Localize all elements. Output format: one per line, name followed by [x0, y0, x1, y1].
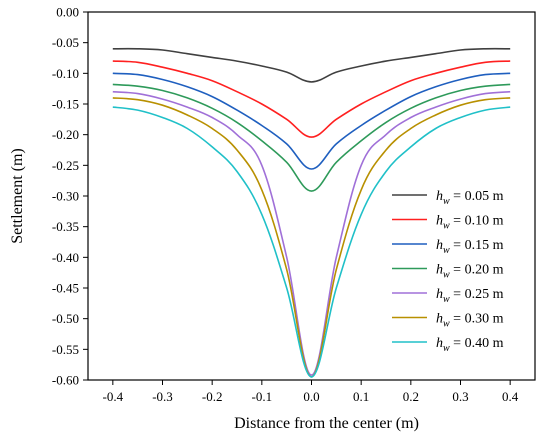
x-tick-label: 0.1	[353, 389, 369, 404]
legend-label: hw = 0.05 m	[436, 189, 504, 207]
legend-label: hw = 0.15 m	[436, 238, 504, 256]
legend-item-6: hw = 0.30 m	[392, 312, 504, 330]
y-tick-label: -0.55	[52, 342, 79, 357]
y-tick-label: -0.25	[52, 158, 79, 173]
y-tick-label: -0.45	[52, 281, 79, 296]
legend-item-5: hw = 0.25 m	[392, 287, 504, 305]
legend-item-7: hw = 0.40 m	[392, 336, 504, 354]
y-axis-title: Settlement (m)	[9, 148, 26, 244]
legend: hw = 0.05 m hw = 0.10 m hw = 0.15 m hw = 0.…	[392, 189, 504, 354]
y-tick-label: -0.05	[52, 35, 79, 50]
legend-label: hw = 0.40 m	[436, 336, 504, 354]
series-line-4	[112, 83, 511, 192]
y-tick-label: 0.00	[56, 5, 79, 20]
y-tick-label: -0.50	[52, 311, 79, 326]
x-tick-label: 0.2	[403, 389, 419, 404]
x-tick-label: 0.0	[303, 389, 319, 404]
x-tick-label: 0.3	[452, 389, 468, 404]
plot-lines	[112, 47, 511, 378]
legend-item-2: hw = 0.10 m	[392, 214, 504, 232]
y-tick-label: -0.35	[52, 219, 79, 234]
legend-label: hw = 0.10 m	[436, 214, 504, 232]
series-line-7	[112, 106, 511, 378]
legend-item-3: hw = 0.15 m	[392, 238, 504, 256]
x-tick-label: -0.2	[202, 389, 223, 404]
y-tick-label: -0.30	[52, 189, 79, 204]
series-line-2	[112, 60, 511, 138]
x-axis-title: Distance from the center (m)	[234, 415, 419, 432]
x-tick-label: -0.3	[152, 389, 173, 404]
legend-item-4: hw = 0.20 m	[392, 263, 504, 281]
legend-label: hw = 0.30 m	[436, 312, 504, 330]
y-tick-label: -0.60	[52, 373, 79, 388]
series-line-1	[112, 47, 511, 83]
x-tick-label: -0.4	[103, 389, 124, 404]
series-line-5	[112, 90, 511, 376]
legend-label: hw = 0.20 m	[436, 263, 504, 281]
legend-item-1: hw = 0.05 m	[392, 189, 504, 207]
x-axis-ticks: -0.4 -0.3 -0.2 -0.1 0.0 0.1 0.2 0.3 0.4	[103, 380, 519, 404]
y-tick-label: -0.15	[52, 97, 79, 112]
y-tick-label: -0.20	[52, 127, 79, 142]
series-line-3	[112, 72, 511, 170]
y-tick-label: -0.10	[52, 66, 79, 81]
y-axis-ticks: 0.00 -0.05 -0.10 -0.15 -0.20 -0.25 -0.30 -0.35 -…	[52, 5, 88, 388]
y-tick-label: -0.40	[52, 250, 79, 265]
legend-label: hw = 0.25 m	[436, 287, 504, 305]
x-tick-label: -0.1	[252, 389, 273, 404]
x-tick-label: 0.4	[502, 389, 519, 404]
